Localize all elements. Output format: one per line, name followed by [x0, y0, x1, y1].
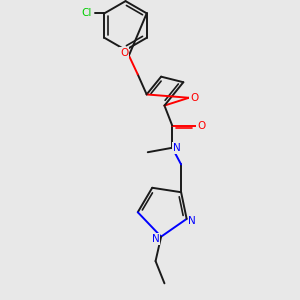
Text: N: N	[173, 143, 181, 153]
Text: N: N	[152, 234, 159, 244]
Text: O: O	[190, 93, 199, 103]
Text: O: O	[197, 121, 205, 130]
Text: O: O	[120, 48, 129, 58]
Text: N: N	[188, 216, 196, 226]
Text: Cl: Cl	[81, 8, 92, 18]
